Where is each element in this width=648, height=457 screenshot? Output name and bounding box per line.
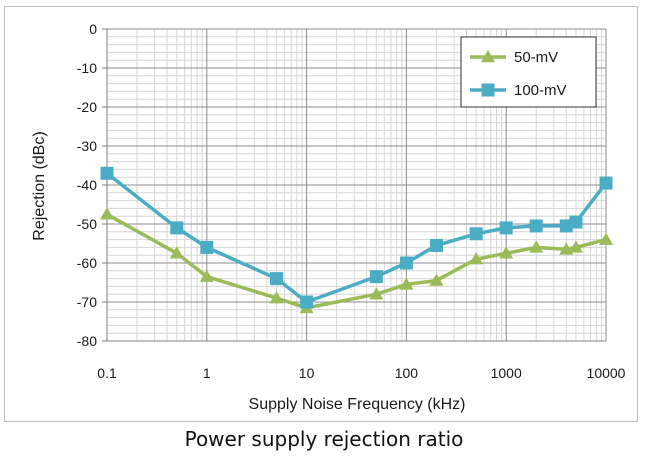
data-point-100-mV [499,221,513,235]
y-tick-label: -80 [77,333,97,349]
data-point-100-mV [200,240,214,254]
data-point-100-mV [429,238,443,252]
legend-marker-50-mV [481,50,495,63]
x-axis-title: Supply Noise Frequency (kHz) [249,396,466,413]
legend: 50-mV 100-mV [460,36,597,108]
data-point-50-mV [269,291,284,304]
y-tick-label: -10 [77,60,97,76]
figure-caption: Power supply rejection ratio [184,427,464,451]
y-tick-label: -40 [77,177,97,193]
y-tick-label: -50 [77,216,97,232]
data-point-50-mV [369,287,384,300]
x-tick-label: 10000 [587,365,626,381]
data-point-50-mV [100,207,114,220]
data-point-100-mV [100,166,114,180]
legend-label-50-mV: 50-mV [514,49,558,66]
data-point-50-mV [199,269,214,282]
x-tick-label: 10 [299,365,315,381]
x-tick-label: 0.1 [97,365,117,381]
data-point-100-mV [599,176,613,190]
data-point-50-mV [568,240,583,253]
data-point-100-mV [170,221,184,235]
y-tick-label: -20 [77,99,97,115]
data-point-100-mV [300,295,314,309]
x-tick-label: 1000 [491,365,522,381]
series-lines [100,166,613,314]
y-axis-title: Rejection (dBc) [31,131,48,240]
legend-marker-100-mV [481,83,495,97]
data-point-100-mV [399,256,413,270]
data-point-100-mV [270,272,284,286]
data-point-50-mV [599,232,613,245]
legend-label-100-mV: 100-mV [514,82,567,99]
data-point-100-mV [569,215,583,229]
data-point-50-mV [399,277,414,290]
data-point-50-mV [469,252,484,265]
x-tick-label: 100 [395,365,419,381]
psrr-chart: 0 -10 -20 -30 -40 -50 -60 -70 -80 0.1 1 10 100 1000 1… [31,21,626,413]
data-point-100-mV [469,227,483,241]
data-point-100-mV [369,270,383,284]
data-point-50-mV [499,246,514,259]
axes [102,28,606,342]
data-point-50-mV [529,240,544,253]
series-line-50-mV [106,212,607,310]
y-tick-label: -70 [77,294,97,310]
x-tick-label: 1 [203,365,211,381]
data-point-100-mV [529,219,543,233]
data-point-50-mV [169,246,184,259]
y-tick-label: -60 [77,255,97,271]
y-tick-label: -30 [77,138,97,154]
y-tick-labels: 0 -10 -20 -30 -40 -50 -60 -70 -80 [77,21,97,349]
y-tick-label: 0 [89,21,97,37]
data-point-50-mV [429,273,444,286]
x-tick-labels: 0.1 1 10 100 1000 10000 [97,365,625,381]
